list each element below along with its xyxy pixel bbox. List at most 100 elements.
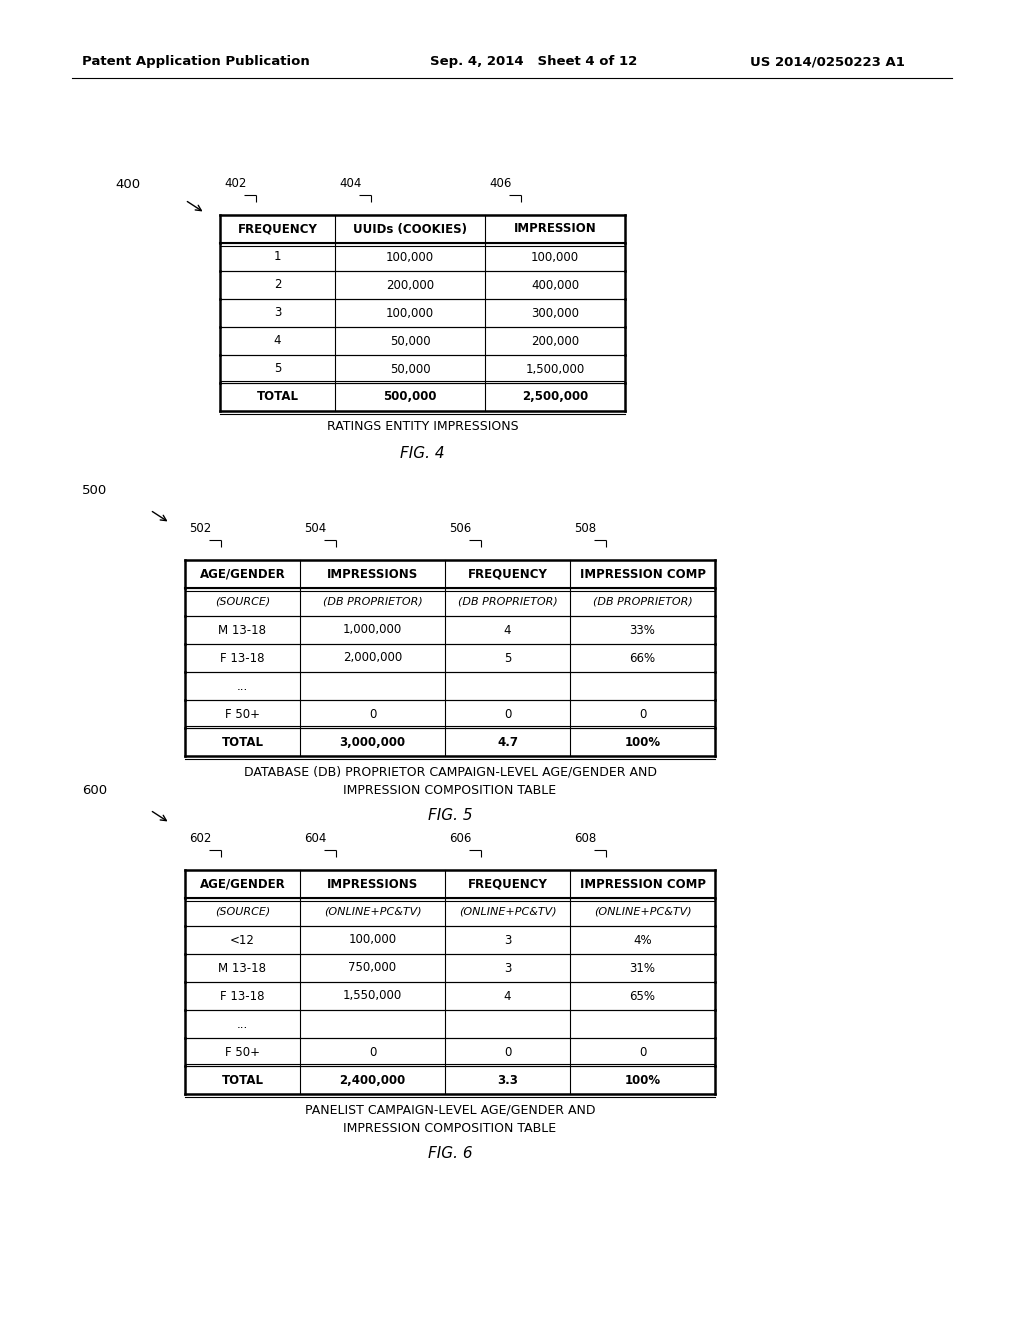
Text: 1: 1 (273, 251, 282, 264)
Text: 100,000: 100,000 (386, 251, 434, 264)
Text: AGE/GENDER: AGE/GENDER (200, 878, 286, 891)
Text: (ONLINE+PC&TV): (ONLINE+PC&TV) (594, 907, 691, 917)
Bar (185, 644, 715, 672)
Text: IMPRESSION COMPOSITION TABLE: IMPRESSION COMPOSITION TABLE (343, 784, 557, 796)
Text: 4: 4 (273, 334, 282, 347)
Text: IMPRESSIONS: IMPRESSIONS (327, 568, 418, 581)
Text: M 13-18: M 13-18 (218, 961, 266, 974)
Bar (185, 927, 715, 954)
Bar (185, 560, 715, 587)
Text: 4: 4 (504, 990, 511, 1002)
Text: 500,000: 500,000 (383, 391, 437, 404)
Text: 606: 606 (449, 832, 471, 845)
Text: PANELIST CAMPAIGN-LEVEL AGE/GENDER AND: PANELIST CAMPAIGN-LEVEL AGE/GENDER AND (305, 1104, 595, 1117)
Bar (185, 1010, 715, 1038)
Text: 1,000,000: 1,000,000 (343, 623, 402, 636)
Text: 500: 500 (82, 483, 108, 496)
Text: 2,500,000: 2,500,000 (522, 391, 588, 404)
Text: 100%: 100% (625, 735, 660, 748)
Text: FIG. 6: FIG. 6 (428, 1147, 472, 1162)
Bar (185, 898, 715, 927)
Text: 750,000: 750,000 (348, 961, 396, 974)
Text: (SOURCE): (SOURCE) (215, 907, 270, 917)
Text: IMPRESSION COMP: IMPRESSION COMP (580, 878, 706, 891)
Text: IMPRESSION: IMPRESSION (514, 223, 596, 235)
Text: 5: 5 (504, 652, 511, 664)
Text: DATABASE (DB) PROPRIETOR CAMPAIGN-LEVEL AGE/GENDER AND: DATABASE (DB) PROPRIETOR CAMPAIGN-LEVEL … (244, 766, 656, 779)
Text: 0: 0 (639, 708, 646, 721)
Text: 65%: 65% (630, 990, 655, 1002)
Text: 200,000: 200,000 (530, 334, 579, 347)
Bar (185, 870, 715, 898)
Bar (185, 616, 715, 644)
Text: 400: 400 (115, 178, 140, 191)
Text: 100,000: 100,000 (348, 933, 396, 946)
Text: 0: 0 (639, 1045, 646, 1059)
Text: FREQUENCY: FREQUENCY (468, 568, 548, 581)
Text: 600: 600 (82, 784, 108, 796)
Text: F 13-18: F 13-18 (220, 990, 265, 1002)
Text: TOTAL: TOTAL (221, 735, 263, 748)
Text: 508: 508 (574, 521, 596, 535)
Text: ...: ... (237, 1018, 248, 1031)
Text: ...: ... (237, 680, 248, 693)
Text: 602: 602 (189, 832, 211, 845)
Text: (ONLINE+PC&TV): (ONLINE+PC&TV) (324, 907, 421, 917)
Text: 404: 404 (339, 177, 361, 190)
Text: 100,000: 100,000 (530, 251, 579, 264)
Text: 4.7: 4.7 (497, 735, 518, 748)
Text: 3.3: 3.3 (497, 1073, 518, 1086)
Text: 0: 0 (369, 1045, 376, 1059)
Bar (185, 1067, 715, 1094)
Text: (DB PROPRIETOR): (DB PROPRIETOR) (458, 597, 557, 607)
Text: 300,000: 300,000 (531, 306, 579, 319)
Text: F 50+: F 50+ (225, 708, 260, 721)
Text: 200,000: 200,000 (386, 279, 434, 292)
Text: FREQUENCY: FREQUENCY (238, 223, 317, 235)
Text: IMPRESSIONS: IMPRESSIONS (327, 878, 418, 891)
Text: 506: 506 (449, 521, 471, 535)
Text: 4%: 4% (633, 933, 652, 946)
Text: 406: 406 (489, 177, 511, 190)
Text: F 50+: F 50+ (225, 1045, 260, 1059)
Bar (185, 587, 715, 616)
Text: US 2014/0250223 A1: US 2014/0250223 A1 (750, 55, 905, 69)
Text: TOTAL: TOTAL (221, 1073, 263, 1086)
Text: 608: 608 (574, 832, 596, 845)
Text: 100%: 100% (625, 1073, 660, 1086)
Text: Patent Application Publication: Patent Application Publication (82, 55, 309, 69)
Text: 3,000,000: 3,000,000 (339, 735, 406, 748)
Bar (185, 700, 715, 729)
Text: 5: 5 (273, 363, 282, 375)
Text: 504: 504 (304, 521, 327, 535)
Bar (185, 982, 715, 1010)
Bar (185, 672, 715, 700)
Text: 100,000: 100,000 (386, 306, 434, 319)
Text: 31%: 31% (630, 961, 655, 974)
Text: 1,500,000: 1,500,000 (525, 363, 585, 375)
Text: RATINGS ENTITY IMPRESSIONS: RATINGS ENTITY IMPRESSIONS (327, 421, 518, 433)
Text: 502: 502 (189, 521, 211, 535)
Text: FREQUENCY: FREQUENCY (468, 878, 548, 891)
Text: 4: 4 (504, 623, 511, 636)
Text: 0: 0 (504, 708, 511, 721)
Text: 0: 0 (504, 1045, 511, 1059)
Text: M 13-18: M 13-18 (218, 623, 266, 636)
Text: FIG. 4: FIG. 4 (400, 446, 444, 461)
Text: 50,000: 50,000 (390, 334, 430, 347)
Text: TOTAL: TOTAL (256, 391, 299, 404)
Text: (ONLINE+PC&TV): (ONLINE+PC&TV) (459, 907, 556, 917)
Bar (220, 383, 625, 411)
Text: 66%: 66% (630, 652, 655, 664)
Text: 400,000: 400,000 (530, 279, 579, 292)
Text: IMPRESSION COMP: IMPRESSION COMP (580, 568, 706, 581)
Text: UUIDs (COOKIES): UUIDs (COOKIES) (353, 223, 467, 235)
Bar (185, 954, 715, 982)
Text: 3: 3 (504, 933, 511, 946)
Bar (185, 729, 715, 756)
Bar (220, 215, 625, 243)
Bar (220, 243, 625, 271)
Text: (DB PROPRIETOR): (DB PROPRIETOR) (323, 597, 422, 607)
Bar (220, 355, 625, 383)
Text: 50,000: 50,000 (390, 363, 430, 375)
